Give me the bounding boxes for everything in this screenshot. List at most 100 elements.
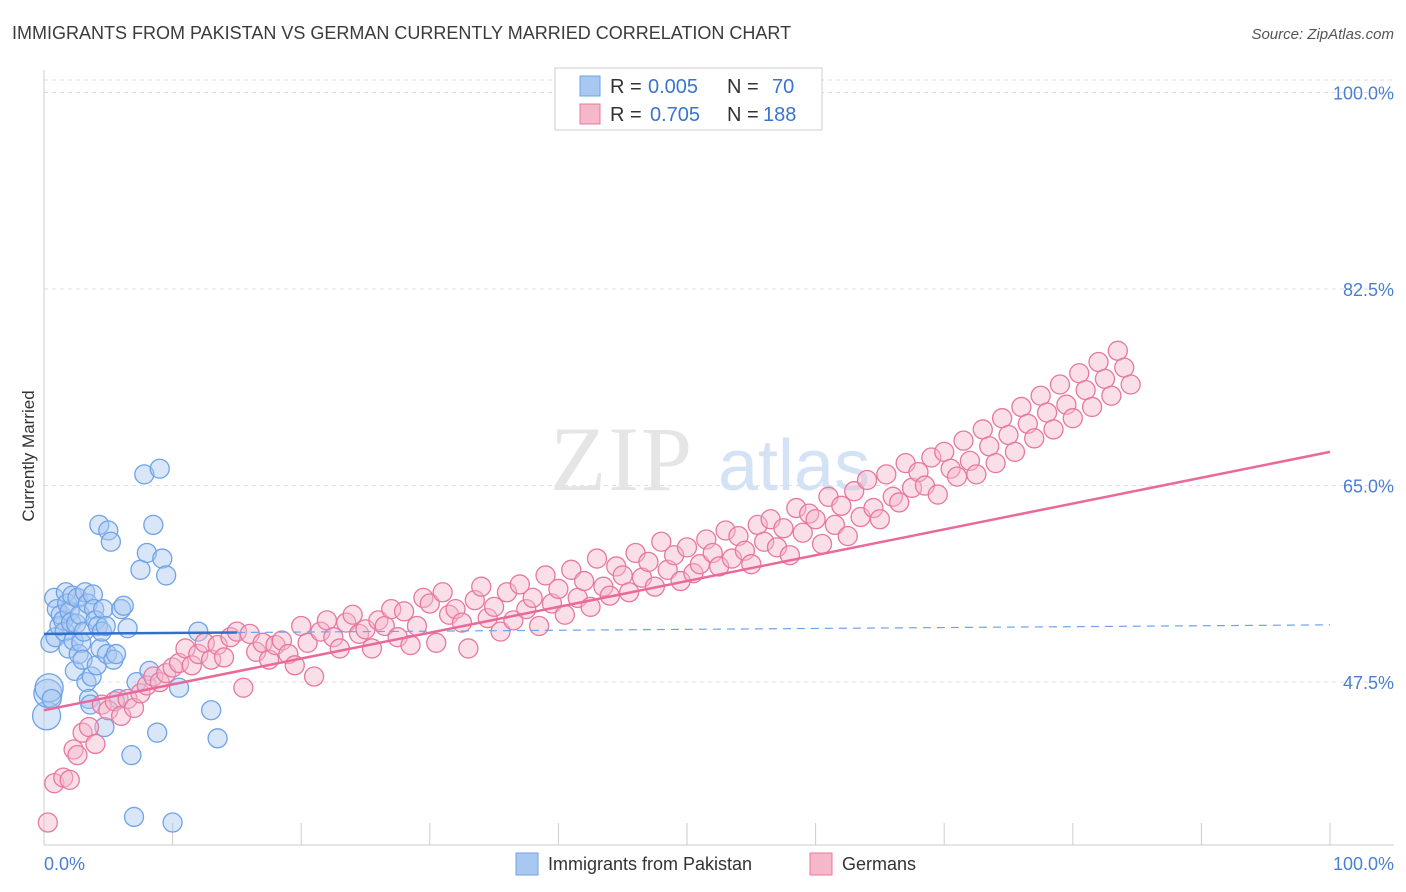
data-point [147,722,168,743]
data-point [844,481,865,502]
data-point [985,452,1006,474]
data-point [805,509,826,530]
data-point [67,744,88,766]
data-point [1075,379,1096,401]
data-point [37,812,59,833]
data-point [438,604,460,625]
data-point [1024,428,1045,449]
data-point [721,548,743,569]
y-tick-label: 100.0% [1333,83,1394,103]
data-point [406,615,428,637]
legend-r-value-pakistan: 0.005 [648,76,698,98]
data-point [1049,374,1071,395]
x-tick-label-min: 0.0% [44,854,85,874]
data-point [1094,368,1116,390]
trend-layer [43,450,1331,712]
stats-legend: R = 0.005 N = 70 R = 0.705 N = 188 [554,67,823,131]
data-point [323,627,344,648]
data-point [792,522,813,543]
axes [43,70,1394,846]
data-point [496,582,518,603]
data-point [278,643,299,665]
data-point [979,436,1000,457]
data-point [156,565,177,586]
data-point [1069,363,1090,384]
data-point [786,497,807,519]
data-point [90,638,111,659]
data-point [1120,374,1141,395]
data-point [946,466,968,487]
data-point [953,430,974,451]
data-point [143,666,164,687]
legend-swatch-germans [579,103,601,125]
data-point [856,469,878,491]
y-axis-label: Currently Married [19,390,38,521]
data-point [483,596,505,618]
data-point [368,610,389,631]
data-point [1114,357,1135,378]
data-point [612,565,633,586]
data-point [471,576,492,597]
bottom-legend-label-germans: Germans [842,854,916,874]
data-point [181,655,203,676]
chart-title: IMMIGRANTS FROM PAKISTAN VS GERMAN CURRE… [12,23,791,43]
data-point [934,441,955,463]
data-point [1036,402,1058,423]
data-point [342,604,363,625]
data-point [1081,396,1103,418]
data-point [188,643,209,665]
data-point [316,610,338,631]
trend-line-pakistan-dashed [236,624,1331,634]
data-point [72,722,93,743]
legend-r-label-germans: R = [610,104,642,126]
data-point [233,677,254,698]
data-point [799,503,820,524]
legend-n-value-germans: 188 [763,104,796,126]
data-point [991,408,1013,429]
data-point [638,551,659,573]
data-point [393,601,415,622]
legend-r-value-germans: 0.705 [650,104,700,126]
data-point [824,514,846,536]
data-point [130,559,151,580]
data-point [573,570,595,592]
data-point [34,673,64,703]
legend-n-label-pakistan: N = [727,76,759,98]
data-point [1101,385,1122,406]
data-point [303,666,325,687]
data-point [63,739,84,760]
y-tick-label: 47.5% [1343,673,1394,693]
data-point [91,621,113,642]
data-point [676,537,698,558]
data-point [111,598,132,620]
data-point [766,537,788,558]
data-point [869,509,891,530]
data-point [715,520,736,541]
data-point [1011,396,1032,418]
data-point [432,582,453,603]
data-point [105,643,127,665]
data-point [134,464,155,485]
data-point [831,495,852,516]
data-point [297,632,318,653]
data-point [117,618,138,639]
legend-r-label-pakistan: R = [610,76,642,98]
data-point [201,700,222,721]
trend-line-pakistan-solid [43,631,237,636]
data-point [863,497,884,519]
data-point [149,458,170,479]
data-point [927,484,948,505]
data-point [972,419,993,440]
data-point [561,559,582,580]
data-point [95,615,116,637]
data-point [548,578,569,600]
data-point [46,598,68,620]
watermark: ZIP atlas [550,408,870,510]
data-point [586,548,608,569]
data-point [1030,385,1051,406]
data-point [451,612,473,633]
data-point [59,769,80,791]
data-point [1062,408,1083,429]
watermark-zip: ZIP [550,408,694,510]
